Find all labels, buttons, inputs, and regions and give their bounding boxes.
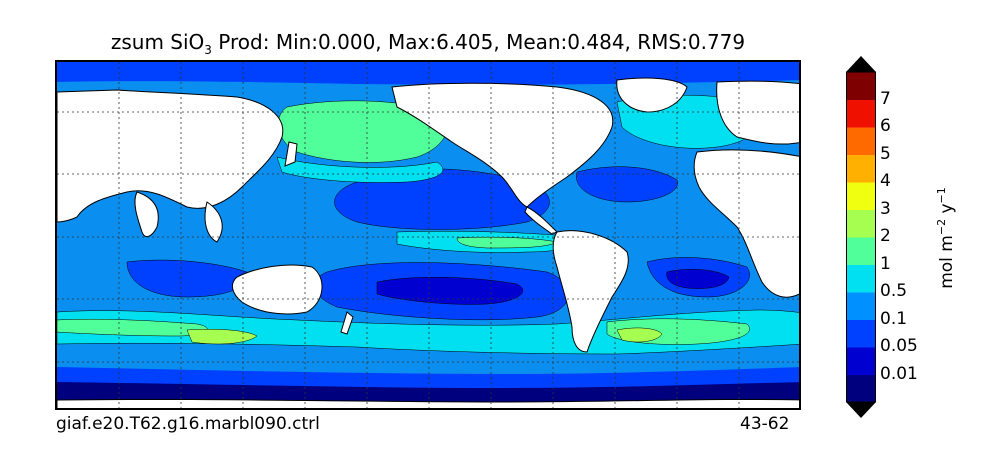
colorbar-swatch — [846, 99, 876, 128]
europe-east — [716, 80, 799, 145]
colorbar-over-arrow — [846, 56, 876, 72]
north-atlantic-gyre — [576, 166, 678, 203]
south-pacific-core — [376, 276, 523, 305]
colorbar-ticks: 0.01 0.05 0.1 0.5 1 2 3 4 5 6 7 — [880, 0, 940, 466]
graticule — [57, 62, 799, 408]
colorbar-tick-label: 6 — [880, 116, 891, 136]
eurasia-west — [57, 89, 284, 223]
year-range: 43-62 — [740, 414, 790, 434]
land-masses — [57, 77, 799, 408]
colorbar-swatch — [846, 319, 876, 348]
antarctica — [57, 398, 799, 408]
colorbar-swatch — [846, 237, 876, 265]
colorbar-swatch — [846, 292, 876, 320]
map-title: zsum SiO3 Prod: Min:0.000, Max:6.405, Me… — [110, 30, 746, 57]
colorbar-swatch — [846, 347, 876, 375]
colorbar-tick-label: 0.1 — [880, 308, 908, 329]
ocean-field-map — [57, 62, 799, 408]
new-zealand — [340, 311, 354, 335]
colorbar-tick-label: 0.05 — [880, 336, 918, 356]
colorbar-frame — [846, 71, 876, 403]
map-panel — [55, 60, 801, 410]
colorbar-tick-label: 0.5 — [880, 281, 908, 301]
colorbar-tick-label: 2 — [880, 226, 891, 246]
central-america — [524, 206, 558, 235]
greenland — [616, 77, 688, 113]
southern-ocean-high-3 — [616, 327, 663, 343]
colorbar-tick-label: 4 — [880, 171, 891, 191]
colorbar-tick-label: 3 — [880, 198, 891, 219]
south-america — [552, 230, 629, 353]
colorbar-swatch — [846, 182, 876, 210]
colorbar — [846, 56, 876, 418]
southeast-asia — [204, 201, 223, 243]
colorbar-swatch — [846, 264, 876, 293]
north-america — [391, 82, 614, 208]
australia — [231, 264, 323, 315]
japan — [284, 141, 298, 167]
case-name: giaf.e20.T62.g16.marbl090.ctrl — [56, 414, 320, 434]
north-pacific-subpolar-outer — [276, 156, 443, 183]
colorbar-tick-label: 0.01 — [880, 363, 918, 384]
equatorial-pacific-core — [456, 236, 558, 249]
colorbar-tick-label: 5 — [880, 143, 891, 164]
southern-ocean-high-4 — [186, 329, 258, 345]
colorbar-tick-label: 7 — [880, 88, 891, 109]
north-pacific-gyre — [334, 168, 550, 230]
colorbar-unit-label: mol m−2 y−1 — [935, 187, 957, 289]
colorbar-under-arrow — [846, 402, 876, 418]
colorbar-swatch — [846, 374, 876, 403]
africa — [693, 149, 799, 298]
colorbar-swatch — [846, 209, 876, 238]
colorbar-swatch — [846, 72, 876, 100]
arctic-shelf — [57, 62, 799, 85]
india — [134, 191, 159, 238]
south-atlantic-core — [666, 269, 730, 289]
colorbar-tick-label: 1 — [880, 253, 891, 274]
colorbar-swatch — [846, 127, 876, 155]
colorbar-swatch — [846, 154, 876, 183]
